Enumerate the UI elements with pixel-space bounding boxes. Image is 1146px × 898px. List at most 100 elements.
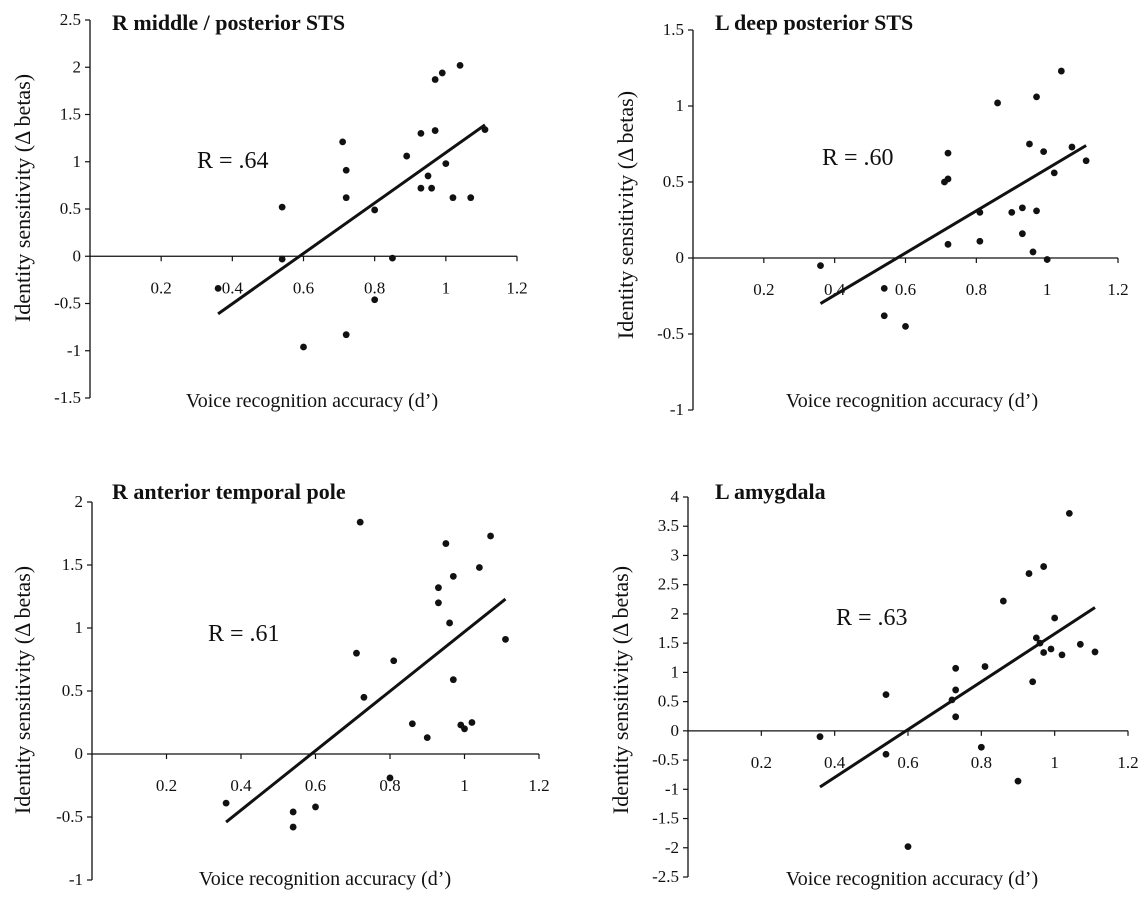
x-tick-label: 1.2 [506, 278, 527, 297]
x-tick-label: 0.2 [751, 753, 772, 772]
y-tick-label: 4 [671, 487, 680, 506]
y-tick-label: 1.5 [60, 105, 81, 124]
data-point [948, 696, 956, 704]
x-tick-label: 0.6 [897, 753, 918, 772]
data-point [289, 808, 297, 816]
panel-title: L amygdala [715, 479, 826, 504]
data-point [952, 686, 960, 694]
x-axis-title: Voice recognition accuracy (d’) [186, 390, 438, 412]
data-point [442, 160, 450, 168]
chart-panel-2: 1.5 1 0.5 0 -0.5 -1 0.2 0.4 0.6 0.8 1 1.2 L deep pos… [613, 10, 1129, 419]
y-tick-label: 1.5 [62, 555, 83, 574]
data-point [360, 693, 368, 701]
data-point [1033, 93, 1040, 101]
data-point [442, 540, 450, 547]
data-point [278, 203, 286, 211]
data-point [342, 166, 350, 174]
y-tick-label: 1 [73, 152, 82, 171]
y-tick-label: -2.5 [652, 867, 679, 886]
y-tick-label: 1 [671, 662, 680, 681]
data-point [1029, 248, 1037, 256]
data-point [339, 138, 347, 146]
x-tick-label: 0.8 [966, 280, 987, 299]
data-point [944, 175, 952, 183]
data-point [1091, 648, 1099, 656]
data-point [435, 584, 442, 592]
data-point [904, 843, 912, 850]
data-point [456, 61, 464, 69]
data-point [371, 296, 379, 304]
data-point [289, 823, 297, 831]
data-point [487, 532, 494, 540]
x-tick-label: 0.6 [293, 278, 314, 297]
data-point [1026, 140, 1033, 148]
y-tick-label: -1.5 [54, 388, 81, 407]
data-point [999, 597, 1007, 605]
data-point [342, 194, 350, 202]
data-point [356, 518, 364, 526]
data-point [944, 149, 952, 157]
x-tick-label: 0.4 [230, 776, 252, 795]
x-tick-label: 0.2 [753, 280, 774, 299]
y-tick-label: -0.5 [54, 294, 81, 313]
data-point [481, 126, 489, 134]
data-point [467, 194, 475, 202]
data-point [1008, 209, 1016, 216]
x-tick-label: 1.2 [1117, 753, 1138, 772]
data-point [424, 172, 432, 180]
data-point [1068, 143, 1076, 151]
data-point [1040, 649, 1048, 656]
data-point [449, 194, 457, 202]
x-tick-label: 0.4 [222, 278, 244, 297]
panel-title: R anterior temporal pole [112, 479, 346, 504]
y-tick-label: 3.5 [658, 516, 679, 535]
x-axis-title: Voice recognition accuracy (d’) [786, 868, 1038, 890]
x-tick-label: 0.8 [364, 278, 385, 297]
x-tick-label: 0.2 [156, 776, 177, 795]
y-axis-title: Identity sensitivity (Δ betas) [608, 566, 633, 814]
x-tick-label: 0.8 [379, 776, 400, 795]
data-point [1014, 777, 1022, 785]
data-point [817, 262, 824, 269]
data-point [994, 99, 1001, 107]
data-point [880, 285, 888, 292]
x-tick-label: 0.2 [151, 278, 172, 297]
data-point [981, 663, 989, 670]
x-tick-label: 0.4 [824, 280, 846, 299]
data-point [446, 619, 453, 627]
correlation-annotation: R = .63 [836, 605, 908, 631]
data-point [1018, 230, 1026, 238]
data-point [882, 750, 890, 758]
data-point [435, 599, 442, 607]
data-point [1065, 509, 1073, 517]
y-tick-label: 2.5 [60, 10, 81, 29]
data-point [952, 713, 960, 721]
data-point [1057, 67, 1065, 75]
data-point [1040, 148, 1048, 156]
y-tick-label: 0.5 [62, 681, 83, 700]
y-axis-title: Identity sensitivity (Δ betas) [613, 91, 638, 339]
data-point [1033, 207, 1040, 215]
data-point [977, 743, 985, 751]
x-tick-label: 0.6 [305, 776, 326, 795]
data-point [417, 184, 425, 192]
x-tick-label: 0.6 [895, 280, 916, 299]
data-point [502, 635, 509, 643]
data-point [1051, 614, 1059, 622]
y-tick-label: 2 [671, 604, 680, 623]
x-tick-label: 0.4 [824, 753, 846, 772]
data-point [214, 284, 222, 292]
data-point [408, 720, 416, 728]
data-point [880, 312, 888, 320]
data-point [468, 719, 476, 726]
y-tick-label: 0 [73, 246, 82, 265]
data-point [1040, 563, 1048, 570]
data-point [1082, 157, 1090, 165]
y-tick-label: 0.5 [60, 199, 81, 218]
data-point [386, 774, 394, 782]
data-point [403, 152, 411, 160]
data-point [417, 130, 425, 137]
data-point [389, 254, 396, 262]
x-tick-label: 0.8 [971, 753, 992, 772]
chart-panel-4: 4 3.5 3 2.5 2 1.5 1 0.5 0 -0.5 -1 -1.5 -2 -2.5 0.2 0.4 0… [608, 479, 1139, 890]
